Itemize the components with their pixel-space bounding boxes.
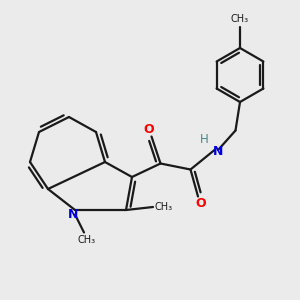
Text: CH₃: CH₃ [154,202,172,212]
Text: O: O [196,196,206,210]
Text: CH₃: CH₃ [78,235,96,245]
Text: N: N [213,145,223,158]
Text: H: H [200,133,208,146]
Text: O: O [143,123,154,136]
Text: N: N [68,208,79,221]
Text: CH₃: CH₃ [231,14,249,24]
